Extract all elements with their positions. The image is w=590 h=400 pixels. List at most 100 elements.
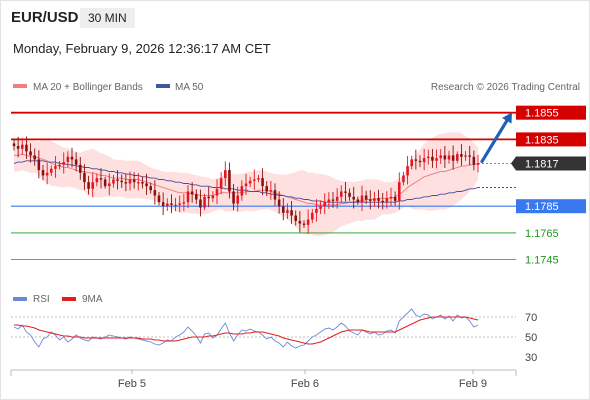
rsi-tick-label: 50 <box>525 332 537 344</box>
candle <box>364 190 368 204</box>
candle-body <box>224 170 227 179</box>
candle-body <box>41 170 45 176</box>
candle-body <box>203 196 206 208</box>
level-label-1.1835: 1.1835 <box>525 134 559 146</box>
rsi-ma-legend-swatch <box>62 297 76 301</box>
candle-body <box>298 220 302 224</box>
candle <box>472 150 476 171</box>
candle-body <box>120 180 123 183</box>
timeframe-badge[interactable]: 30 MIN <box>80 8 135 28</box>
candle <box>327 192 331 209</box>
candle-body <box>348 192 351 197</box>
candle-body <box>236 195 239 204</box>
candle <box>50 165 53 176</box>
candle <box>141 176 144 189</box>
current-price-bg <box>511 156 586 171</box>
candle-body <box>344 191 347 193</box>
candle-body <box>132 179 136 183</box>
candle <box>161 192 165 216</box>
candle <box>377 189 380 209</box>
candle-body <box>103 179 107 187</box>
symbol-title: EUR/USD <box>11 9 79 26</box>
candle-body <box>215 188 219 196</box>
candle <box>248 176 252 188</box>
candle <box>381 192 384 210</box>
candle <box>253 169 256 190</box>
candle-body <box>29 151 32 156</box>
candle <box>124 173 128 192</box>
candle <box>203 193 206 211</box>
candle <box>340 185 343 203</box>
candle <box>62 152 65 174</box>
candle <box>157 192 161 206</box>
candle <box>211 191 215 203</box>
candle <box>319 200 322 215</box>
candle-body <box>418 160 422 163</box>
candle <box>58 161 61 170</box>
candle <box>439 149 442 164</box>
candle <box>178 195 181 213</box>
candle-body <box>79 164 82 173</box>
candle-body <box>12 143 16 147</box>
candle-body <box>360 195 364 203</box>
candle <box>190 182 194 203</box>
candle-body <box>186 191 190 203</box>
candle <box>344 181 347 202</box>
candle <box>87 175 90 195</box>
candle-body <box>25 144 28 152</box>
candle <box>236 186 239 212</box>
candle <box>447 150 451 164</box>
candle-body <box>422 158 426 163</box>
candle <box>269 180 273 200</box>
candle <box>286 203 289 220</box>
candle <box>29 143 32 163</box>
candle-body <box>261 178 264 187</box>
candle-body <box>327 199 331 203</box>
candle-body <box>66 156 70 163</box>
candle <box>128 171 132 191</box>
candle <box>215 179 219 205</box>
candle <box>166 198 169 211</box>
current-price-label: 1.1817 <box>525 158 559 170</box>
x-axis-ticks: Feb 5 Feb 6 Feb 9 <box>118 370 487 390</box>
candle <box>406 156 409 185</box>
candle-body <box>286 210 289 213</box>
candle <box>21 138 24 155</box>
candle <box>360 185 364 212</box>
candle <box>460 144 463 166</box>
candle <box>356 196 360 205</box>
candle-body <box>58 164 61 167</box>
rsi-line <box>13 308 479 349</box>
candle-body <box>398 182 401 201</box>
candle-body <box>319 206 322 209</box>
candle <box>373 191 376 207</box>
candle <box>298 211 302 233</box>
candle-body <box>195 194 198 200</box>
candle-body <box>99 178 103 180</box>
candle <box>443 145 447 168</box>
candle-body <box>166 203 169 207</box>
candle-body <box>456 154 459 161</box>
candle-body <box>406 166 409 176</box>
candle-body <box>112 179 115 184</box>
candle <box>257 174 260 183</box>
candle <box>182 193 186 212</box>
candle <box>385 191 389 209</box>
datetime-label: Monday, February 9, 2026 12:36:17 AM CET <box>13 41 271 56</box>
candle-body <box>95 178 99 183</box>
candle-body <box>315 208 318 213</box>
candle <box>228 162 231 199</box>
x-tick-label: Feb 5 <box>118 378 146 390</box>
rsi-legend-swatch <box>13 297 27 301</box>
candle-body <box>62 162 65 165</box>
candle-body <box>290 210 293 216</box>
candle <box>410 155 413 170</box>
candle-body <box>451 155 455 161</box>
candle-body <box>435 158 438 161</box>
candle-body <box>157 195 161 203</box>
rsi-tick-label: 30 <box>525 352 537 364</box>
rsi-panel: 70 50 30 <box>11 308 537 364</box>
candle <box>232 184 235 211</box>
candle <box>427 149 430 165</box>
candle-body <box>207 196 210 199</box>
